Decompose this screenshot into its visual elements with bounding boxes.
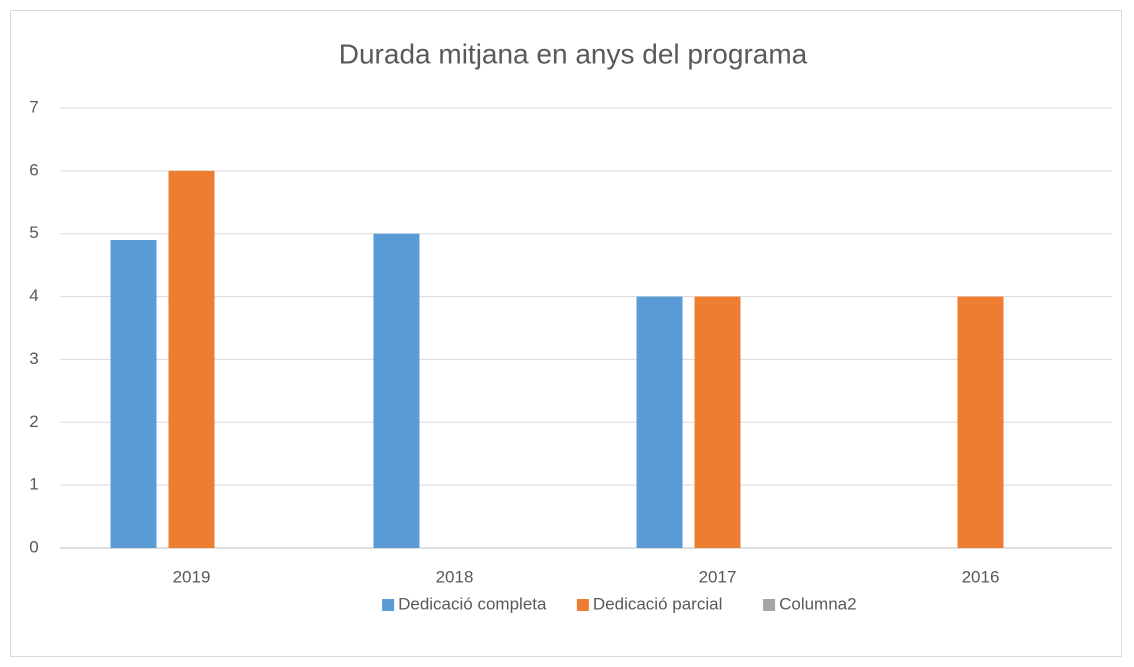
bar xyxy=(110,240,157,548)
x-tick-label: 2016 xyxy=(962,567,1000,586)
y-tick-label: 7 xyxy=(29,97,38,116)
bar xyxy=(636,296,683,548)
x-tick-label: 2017 xyxy=(699,567,737,586)
y-tick-label: 1 xyxy=(29,475,38,494)
legend-label: Columna2 xyxy=(779,594,857,613)
x-tick-label: 2019 xyxy=(173,567,211,586)
bar xyxy=(694,296,741,548)
y-tick-label: 4 xyxy=(29,286,38,305)
y-tick-label: 0 xyxy=(29,537,38,556)
y-tick-label: 6 xyxy=(29,160,38,179)
chart-title: Durada mitjana en anys del programa xyxy=(339,38,808,69)
bar xyxy=(957,296,1004,548)
bar xyxy=(373,233,420,548)
legend-swatch xyxy=(576,599,589,611)
y-tick-label: 5 xyxy=(29,223,38,242)
legend-swatch xyxy=(763,599,776,611)
legend-swatch xyxy=(382,599,395,611)
bar xyxy=(168,170,215,548)
y-tick-label: 2 xyxy=(29,412,38,431)
y-tick-label: 3 xyxy=(29,349,38,368)
legend-label: Dedicació parcial xyxy=(593,594,722,613)
legend-label: Dedicació completa xyxy=(398,594,547,613)
x-tick-label: 2018 xyxy=(436,567,474,586)
